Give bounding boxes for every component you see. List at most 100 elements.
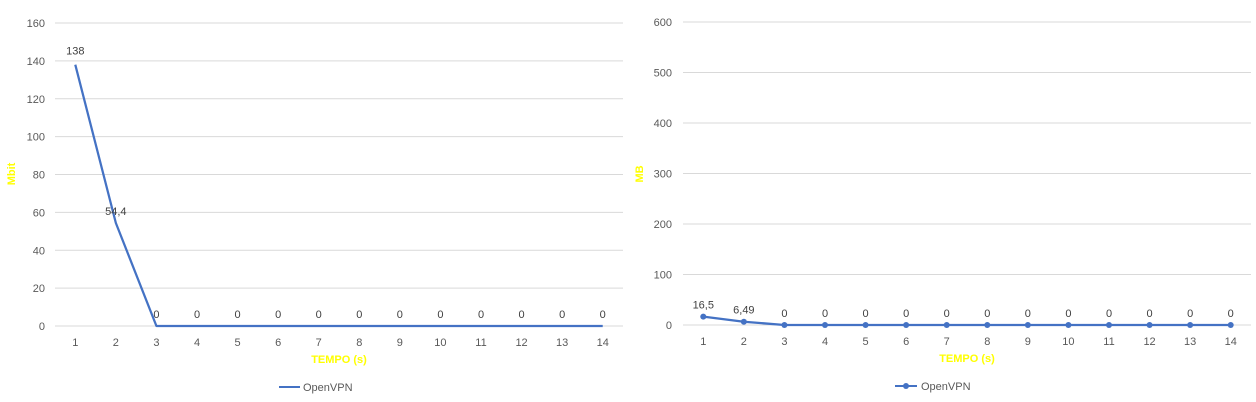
data-point	[1227, 322, 1234, 328]
y-axis-title: Mbit	[6, 162, 18, 185]
x-tick-label: 3	[153, 337, 159, 349]
data-label: 0	[235, 309, 241, 321]
data-label: 0	[437, 309, 443, 321]
x-tick-label: 8	[984, 336, 990, 348]
x-tick-label: 2	[741, 336, 747, 348]
data-point	[862, 322, 869, 328]
x-tick-label: 12	[1143, 336, 1155, 348]
data-label: 0	[903, 308, 909, 320]
y-tick-label: 60	[33, 207, 45, 219]
x-tick-label: 11	[1103, 336, 1114, 348]
y-tick-label: 200	[654, 219, 672, 231]
y-tick-label: 40	[33, 245, 45, 257]
data-point	[1187, 322, 1194, 328]
x-tick-label: 5	[863, 336, 869, 348]
x-tick-label: 7	[316, 337, 322, 349]
x-tick-label: 10	[434, 337, 446, 349]
data-label: 0	[1106, 308, 1112, 320]
legend: OpenVPN	[279, 382, 353, 394]
series-line	[74, 64, 603, 328]
data-label: 54,4	[105, 206, 126, 218]
data-label: 0	[275, 309, 281, 321]
y-tick-label: 20	[33, 283, 45, 295]
data-label: 138	[66, 46, 84, 58]
data-label: 0	[397, 309, 403, 321]
data-label: 0	[559, 309, 565, 321]
x-tick-label: 10	[1062, 336, 1074, 348]
y-tick-label: 140	[27, 56, 45, 68]
x-tick-label: 6	[275, 337, 281, 349]
data-label: 0	[822, 308, 828, 320]
series-line	[703, 315, 1231, 327]
data-point	[700, 313, 707, 320]
data-point	[903, 322, 910, 328]
x-tick-label: 1	[72, 337, 78, 349]
legend-marker	[903, 383, 909, 389]
data-point	[984, 322, 991, 328]
x-tick-label: 9	[1025, 336, 1031, 348]
y-tick-label: 80	[33, 170, 45, 182]
y-tick-label: 120	[27, 94, 45, 106]
y-tick-label: 300	[654, 169, 672, 181]
x-tick-label: 4	[194, 337, 200, 349]
x-axis-title: TEMPO (s)	[311, 354, 367, 366]
data-label: 0	[863, 308, 869, 320]
x-axis-title: TEMPO (s)	[939, 353, 995, 365]
data-label: 0	[1025, 308, 1031, 320]
x-tick-label: 2	[113, 337, 119, 349]
y-tick-label: 500	[654, 68, 672, 80]
legend-label: OpenVPN	[303, 382, 353, 394]
data-label: 0	[984, 308, 990, 320]
x-tick-label: 6	[903, 336, 909, 348]
y-axis-title: MB	[634, 165, 646, 182]
data-point	[1106, 322, 1112, 328]
data-label: 0	[781, 308, 787, 320]
data-label: 16,5	[693, 300, 714, 312]
data-label: 0	[478, 309, 484, 321]
data-label: 0	[519, 309, 525, 321]
data-label: 0	[194, 309, 200, 321]
x-tick-label: 14	[597, 337, 609, 349]
data-point	[822, 322, 828, 328]
data-label: 6,49	[733, 305, 754, 317]
data-label: 0	[1147, 308, 1153, 320]
data-point	[943, 322, 950, 328]
data-label: 0	[316, 309, 322, 321]
x-tick-label: 8	[356, 337, 362, 349]
data-label: 0	[1065, 308, 1071, 320]
y-tick-label: 100	[27, 132, 45, 144]
y-tick-label: 600	[654, 17, 672, 29]
data-label: 0	[1228, 308, 1234, 320]
data-label: 0	[356, 309, 362, 321]
x-tick-label: 3	[781, 336, 787, 348]
data-point	[1065, 322, 1072, 328]
x-tick-label: 7	[944, 336, 950, 348]
legend: OpenVPN	[895, 381, 971, 393]
y-tick-label: 160	[27, 18, 45, 30]
data-point	[1024, 322, 1031, 328]
x-tick-label: 4	[822, 336, 828, 348]
y-tick-label: 100	[654, 270, 672, 282]
y-tick-label: 400	[654, 118, 672, 130]
x-tick-label: 1	[700, 336, 706, 348]
y-tick-label: 0	[39, 321, 45, 333]
x-tick-label: 11	[475, 337, 486, 349]
x-tick-label: 14	[1225, 336, 1237, 348]
x-tick-label: 5	[235, 337, 241, 349]
y-tick-label: 0	[666, 320, 672, 332]
data-label: 0	[944, 308, 950, 320]
data-point	[1146, 322, 1153, 328]
x-tick-label: 13	[556, 337, 568, 349]
data-label: 0	[600, 309, 606, 321]
x-tick-label: 13	[1184, 336, 1196, 348]
data-label: 0	[1187, 308, 1193, 320]
data-point	[781, 322, 788, 328]
data-label: 0	[153, 309, 159, 321]
legend-label: OpenVPN	[921, 381, 971, 393]
x-tick-label: 9	[397, 337, 403, 349]
data-point	[740, 318, 747, 325]
x-tick-label: 12	[515, 337, 527, 349]
